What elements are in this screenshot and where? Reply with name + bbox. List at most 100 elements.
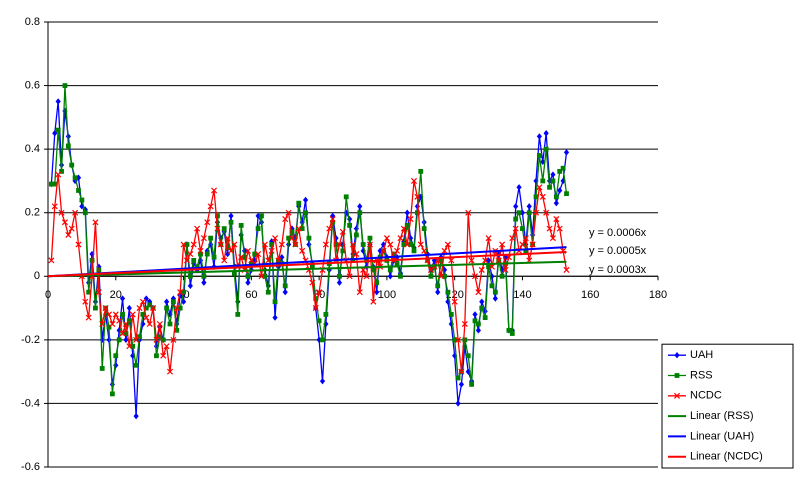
point bbox=[448, 257, 455, 264]
x-tick-label: 0 bbox=[45, 289, 51, 301]
point bbox=[316, 336, 322, 344]
point bbox=[177, 305, 183, 311]
point bbox=[387, 241, 394, 248]
trendline bbox=[47, 260, 567, 278]
point bbox=[458, 368, 465, 375]
point bbox=[55, 171, 62, 178]
point bbox=[353, 251, 360, 258]
point bbox=[326, 225, 333, 232]
point bbox=[288, 235, 296, 242]
point bbox=[404, 209, 410, 216]
point bbox=[272, 314, 278, 321]
point bbox=[150, 305, 157, 312]
point bbox=[79, 203, 85, 210]
point bbox=[106, 324, 112, 330]
point bbox=[96, 267, 102, 273]
point bbox=[526, 210, 532, 216]
x-tick-label: 140 bbox=[513, 289, 531, 301]
point bbox=[123, 331, 129, 336]
point bbox=[475, 289, 482, 296]
point bbox=[475, 321, 481, 327]
point bbox=[363, 273, 370, 280]
point bbox=[472, 318, 478, 324]
point bbox=[214, 225, 221, 232]
point bbox=[258, 273, 265, 280]
point bbox=[387, 273, 393, 280]
point bbox=[89, 257, 95, 263]
point bbox=[75, 241, 82, 248]
point bbox=[512, 225, 519, 232]
y-tick-label: 0.6 bbox=[25, 79, 40, 91]
point bbox=[374, 288, 380, 296]
point bbox=[201, 273, 207, 279]
point bbox=[438, 273, 445, 280]
point bbox=[441, 247, 448, 254]
point bbox=[336, 241, 343, 248]
legend-label: Linear (RSS) bbox=[690, 410, 754, 422]
point bbox=[492, 289, 498, 295]
point bbox=[408, 234, 414, 242]
point bbox=[499, 241, 506, 248]
point bbox=[177, 289, 184, 296]
point bbox=[383, 235, 390, 242]
legend-box bbox=[661, 343, 794, 469]
point bbox=[278, 241, 285, 248]
point bbox=[435, 283, 441, 289]
point bbox=[513, 216, 519, 222]
point bbox=[343, 194, 349, 200]
point bbox=[48, 257, 55, 264]
point bbox=[130, 343, 136, 349]
point bbox=[197, 247, 204, 254]
trendline-label: y = 0.0006x bbox=[589, 227, 647, 239]
point bbox=[539, 193, 546, 200]
point bbox=[462, 337, 468, 343]
point bbox=[265, 257, 272, 264]
point bbox=[309, 279, 316, 286]
point bbox=[139, 298, 146, 305]
point bbox=[540, 178, 546, 184]
point bbox=[126, 343, 133, 350]
point bbox=[546, 225, 553, 232]
point bbox=[244, 247, 251, 254]
point bbox=[76, 188, 81, 193]
point bbox=[275, 257, 282, 264]
point bbox=[472, 311, 478, 318]
point bbox=[164, 305, 170, 311]
point bbox=[52, 130, 58, 137]
point bbox=[455, 400, 461, 407]
point bbox=[58, 209, 65, 216]
point bbox=[445, 298, 451, 305]
point bbox=[181, 289, 186, 295]
point bbox=[259, 213, 264, 219]
point bbox=[513, 203, 519, 210]
point bbox=[147, 302, 153, 308]
point bbox=[553, 199, 559, 207]
point bbox=[238, 223, 244, 228]
point bbox=[255, 251, 262, 258]
point bbox=[553, 194, 559, 200]
point bbox=[550, 178, 556, 184]
point bbox=[448, 312, 454, 317]
point bbox=[547, 184, 552, 190]
point bbox=[516, 210, 522, 216]
trendline-label: y = 0.0003x bbox=[589, 264, 647, 276]
point bbox=[536, 184, 543, 191]
point bbox=[173, 305, 180, 312]
point bbox=[330, 212, 336, 220]
point bbox=[204, 219, 211, 226]
point bbox=[394, 247, 401, 254]
point bbox=[377, 247, 383, 255]
point bbox=[353, 232, 359, 238]
point bbox=[187, 251, 194, 258]
point bbox=[387, 267, 393, 273]
point bbox=[455, 336, 462, 343]
point bbox=[529, 241, 536, 248]
point bbox=[227, 247, 235, 254]
legend-label: RSS bbox=[690, 369, 713, 381]
point bbox=[136, 305, 143, 312]
point bbox=[198, 251, 203, 257]
point bbox=[286, 235, 292, 241]
point bbox=[458, 381, 465, 388]
point bbox=[370, 298, 377, 305]
point bbox=[543, 146, 549, 152]
